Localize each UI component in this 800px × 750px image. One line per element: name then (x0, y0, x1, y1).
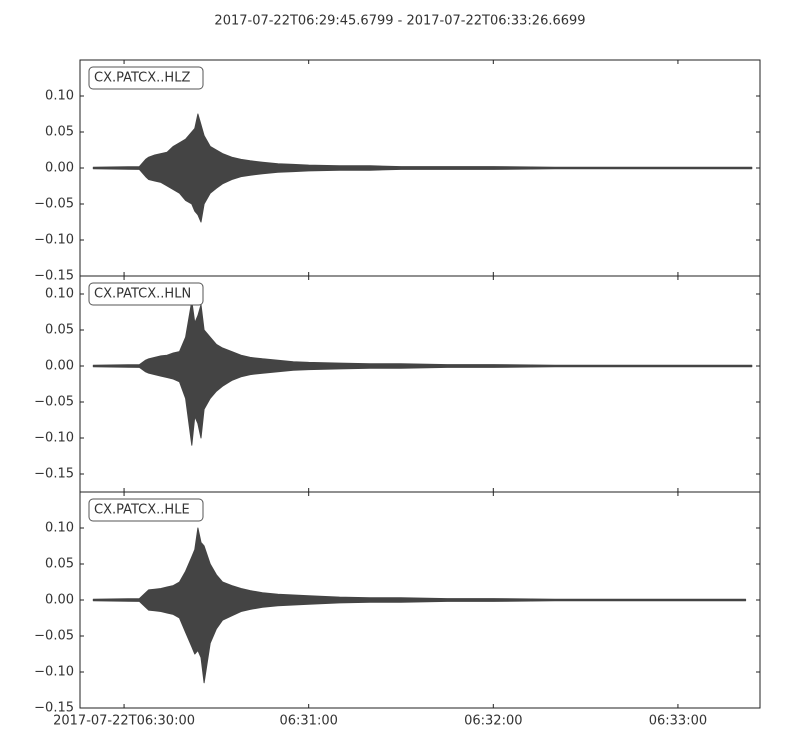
y-tick-label: 0.05 (45, 557, 74, 572)
y-tick-label: 0.10 (45, 287, 74, 302)
legend-box (88, 66, 204, 90)
x-tick-label: 06:32:00 (464, 714, 522, 729)
legend-label: CX.PATCX..HLE (94, 503, 190, 518)
y-tick-label: 0.00 (45, 161, 74, 176)
x-tick-label: 2017-07-22T06:30:00 (53, 714, 195, 729)
x-tick-label: 06:31:00 (279, 714, 337, 729)
y-tick-label: 0.10 (45, 89, 74, 104)
y-tick-label: −0.10 (34, 431, 74, 446)
legend-label: CX.PATCX..HLZ (94, 71, 190, 86)
y-tick-label: 0.05 (45, 323, 74, 338)
waveform (92, 113, 753, 223)
y-tick-label: 0.00 (45, 359, 74, 374)
legend-label: CX.PATCX..HLN (94, 287, 191, 302)
y-tick-label: −0.05 (34, 629, 74, 644)
x-tick-label: 06:33:00 (649, 714, 707, 729)
legend-box (88, 498, 204, 522)
y-tick-label: −0.05 (34, 197, 74, 212)
y-tick-label: −0.10 (34, 233, 74, 248)
y-tick-label: −0.15 (34, 701, 74, 716)
y-tick-label: −0.05 (34, 395, 74, 410)
chart-title: 2017-07-22T06:29:45.6799 - 2017-07-22T06… (214, 14, 585, 29)
y-tick-label: 0.00 (45, 593, 74, 608)
waveform (92, 300, 753, 446)
y-tick-label: −0.15 (34, 269, 74, 284)
legend-box (88, 282, 204, 306)
y-tick-label: 0.05 (45, 125, 74, 140)
y-tick-label: −0.15 (34, 467, 74, 482)
y-tick-label: 0.10 (45, 521, 74, 536)
y-tick-label: −0.10 (34, 665, 74, 680)
waveform (92, 527, 747, 684)
